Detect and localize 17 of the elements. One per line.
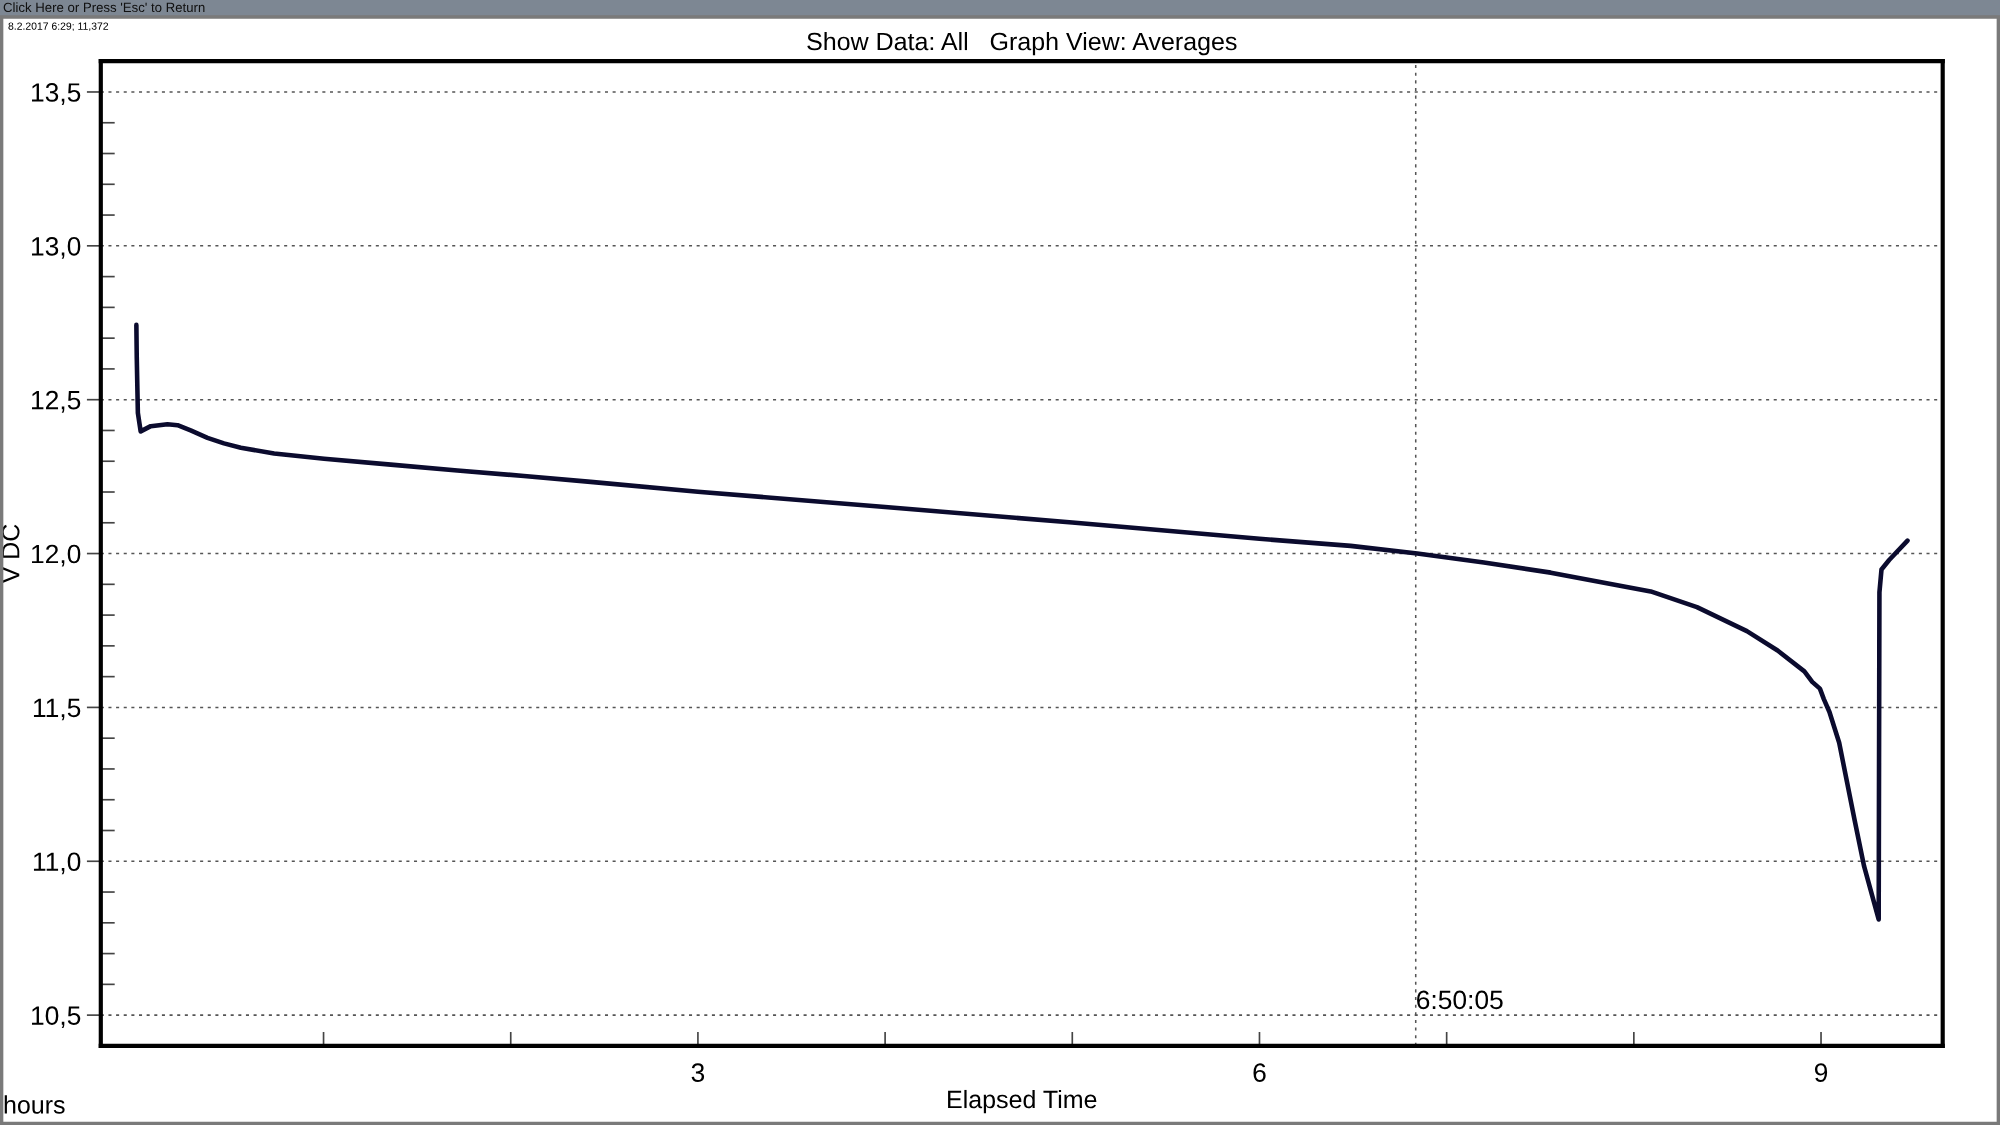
y-tick-label: 12,0: [32, 544, 81, 567]
chart-title: Show Data: All Graph View: Averages: [807, 31, 1237, 56]
text: hours: [4, 1095, 65, 1114]
y-tick-label: 12,5: [32, 390, 81, 413]
y-tick-label: 13,0: [32, 236, 81, 259]
y-tick-label: 10,5: [32, 1006, 81, 1029]
x-tick-label: 3: [691, 1063, 705, 1082]
x-axis-title: Elapsed Time: [948, 1089, 1097, 1114]
y-tick-label: 11,0: [33, 852, 81, 875]
x-tick-label: 9: [1814, 1063, 1828, 1082]
y-tick-label: 11,5: [33, 698, 81, 721]
y-tick-label: 13,5: [32, 83, 81, 105]
annotation: 6:50:05: [1417, 990, 1503, 1010]
text: Click Here or Press 'Esc' to Return: [3, 2, 205, 13]
line-series: [134, 322, 1910, 922]
text: 8.2.2017 6:29; 11,372: [8, 22, 109, 32]
x-tick-label: 6: [1253, 1063, 1266, 1082]
